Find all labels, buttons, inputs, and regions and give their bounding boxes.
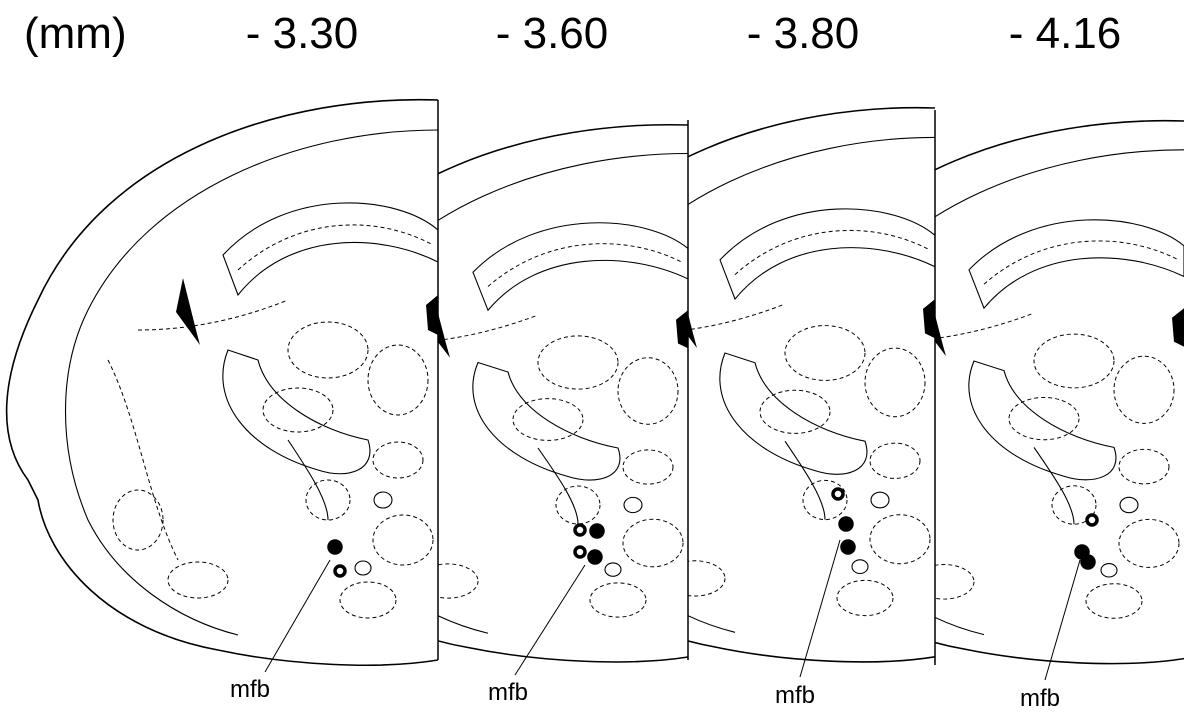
section-label: - 3.30	[246, 9, 359, 58]
section-label: - 3.60	[496, 9, 609, 58]
annotation: mfb	[775, 682, 815, 709]
section-label: - 3.80	[747, 9, 860, 58]
section-1	[7, 100, 438, 666]
dividers	[438, 100, 935, 665]
section-label: - 4.16	[1009, 9, 1122, 58]
section-4	[753, 121, 1184, 664]
annotation: mfb	[488, 679, 528, 706]
annotation: mfb	[230, 676, 270, 703]
section-3	[504, 108, 935, 662]
figure: (mm) - 3.30 - 3.60 - 3.80 - 4.16 mfb mfb…	[0, 0, 1184, 717]
sites	[329, 489, 1097, 576]
unit-label: (mm)	[24, 9, 127, 58]
annotation: mfb	[1020, 685, 1060, 712]
